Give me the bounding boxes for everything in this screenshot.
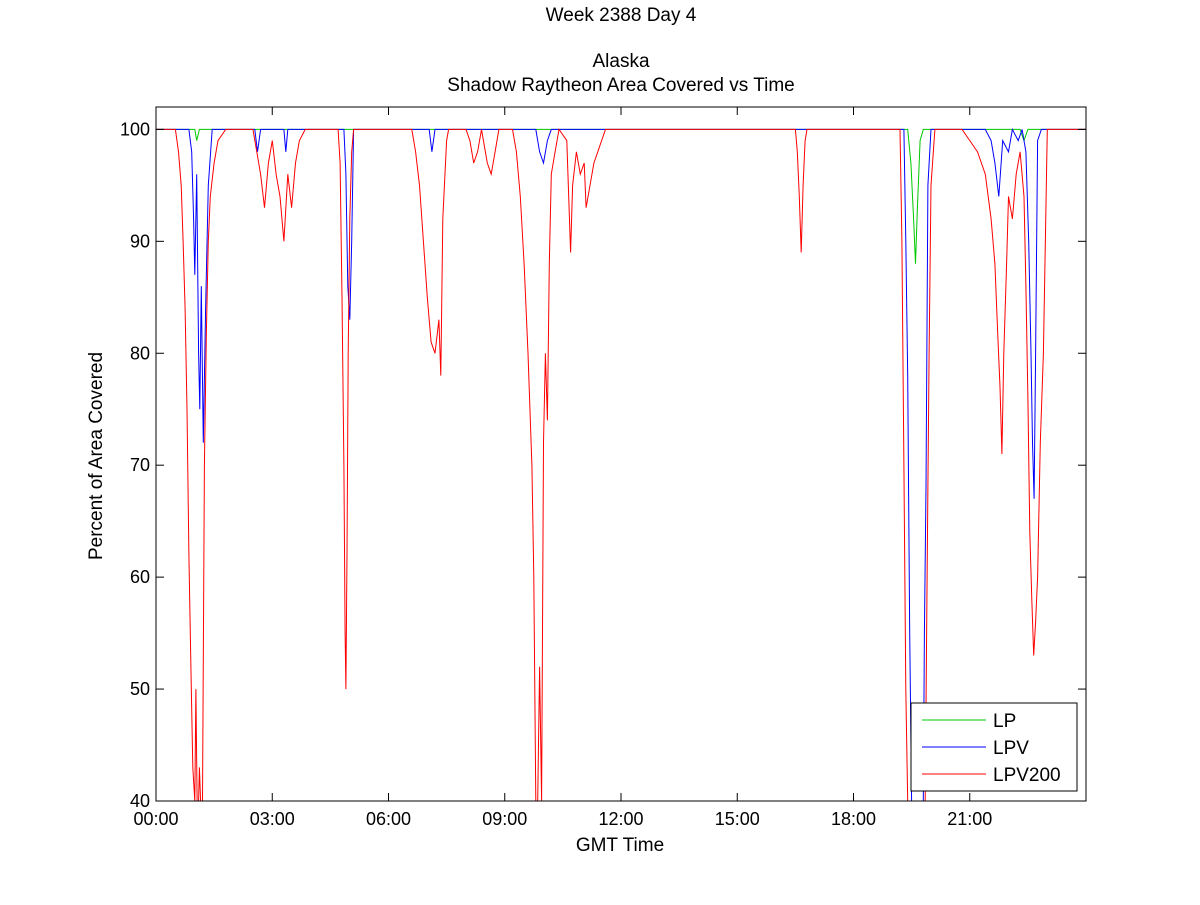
series-line-lpv	[156, 127, 1086, 801]
x-tick-label: 00:00	[133, 809, 178, 829]
y-axis-label: Percent of Area Covered	[86, 352, 107, 560]
y-tick-label: 100	[120, 119, 150, 139]
y-tick-label: 40	[130, 791, 150, 811]
y-tick-label: 50	[130, 679, 150, 699]
chart-title-line-2: Alaska	[592, 51, 649, 72]
x-tick-label: 18:00	[831, 809, 876, 829]
ticks-layer: 00:00 03:00 06:00 09:00 12:00 15:00 18:00 21:00…	[120, 107, 1086, 829]
series-layer	[156, 127, 1086, 801]
chart-title-line-3: Shadow Raytheon Area Covered vs Time	[447, 75, 794, 96]
y-tick-label: 60	[130, 567, 150, 587]
y-tick-label: 70	[130, 455, 150, 475]
legend-label-lpv200: LPV200	[993, 765, 1061, 786]
x-tick-label: 15:00	[715, 809, 760, 829]
legend-label-lp: LP	[993, 711, 1016, 732]
x-tick-label: 03:00	[250, 809, 295, 829]
x-tick-label: 09:00	[482, 809, 527, 829]
x-axis-label: GMT Time	[576, 835, 664, 856]
legend: LP LPV LPV200	[910, 702, 1078, 792]
y-tick-label: 90	[130, 231, 150, 251]
legend-label-lpv: LPV	[993, 738, 1029, 759]
legend-entries: LP LPV LPV200	[922, 711, 1061, 786]
series-line-lp	[156, 128, 1086, 264]
x-tick-label: 12:00	[598, 809, 643, 829]
x-tick-label: 06:00	[366, 809, 411, 829]
y-tick-label: 80	[130, 343, 150, 363]
plot-area-frame	[155, 106, 1087, 802]
x-tick-label: 21:00	[947, 809, 992, 829]
series-line-lpv200	[156, 128, 1086, 801]
chart-title-line-1: Week 2388 Day 4	[546, 5, 697, 26]
